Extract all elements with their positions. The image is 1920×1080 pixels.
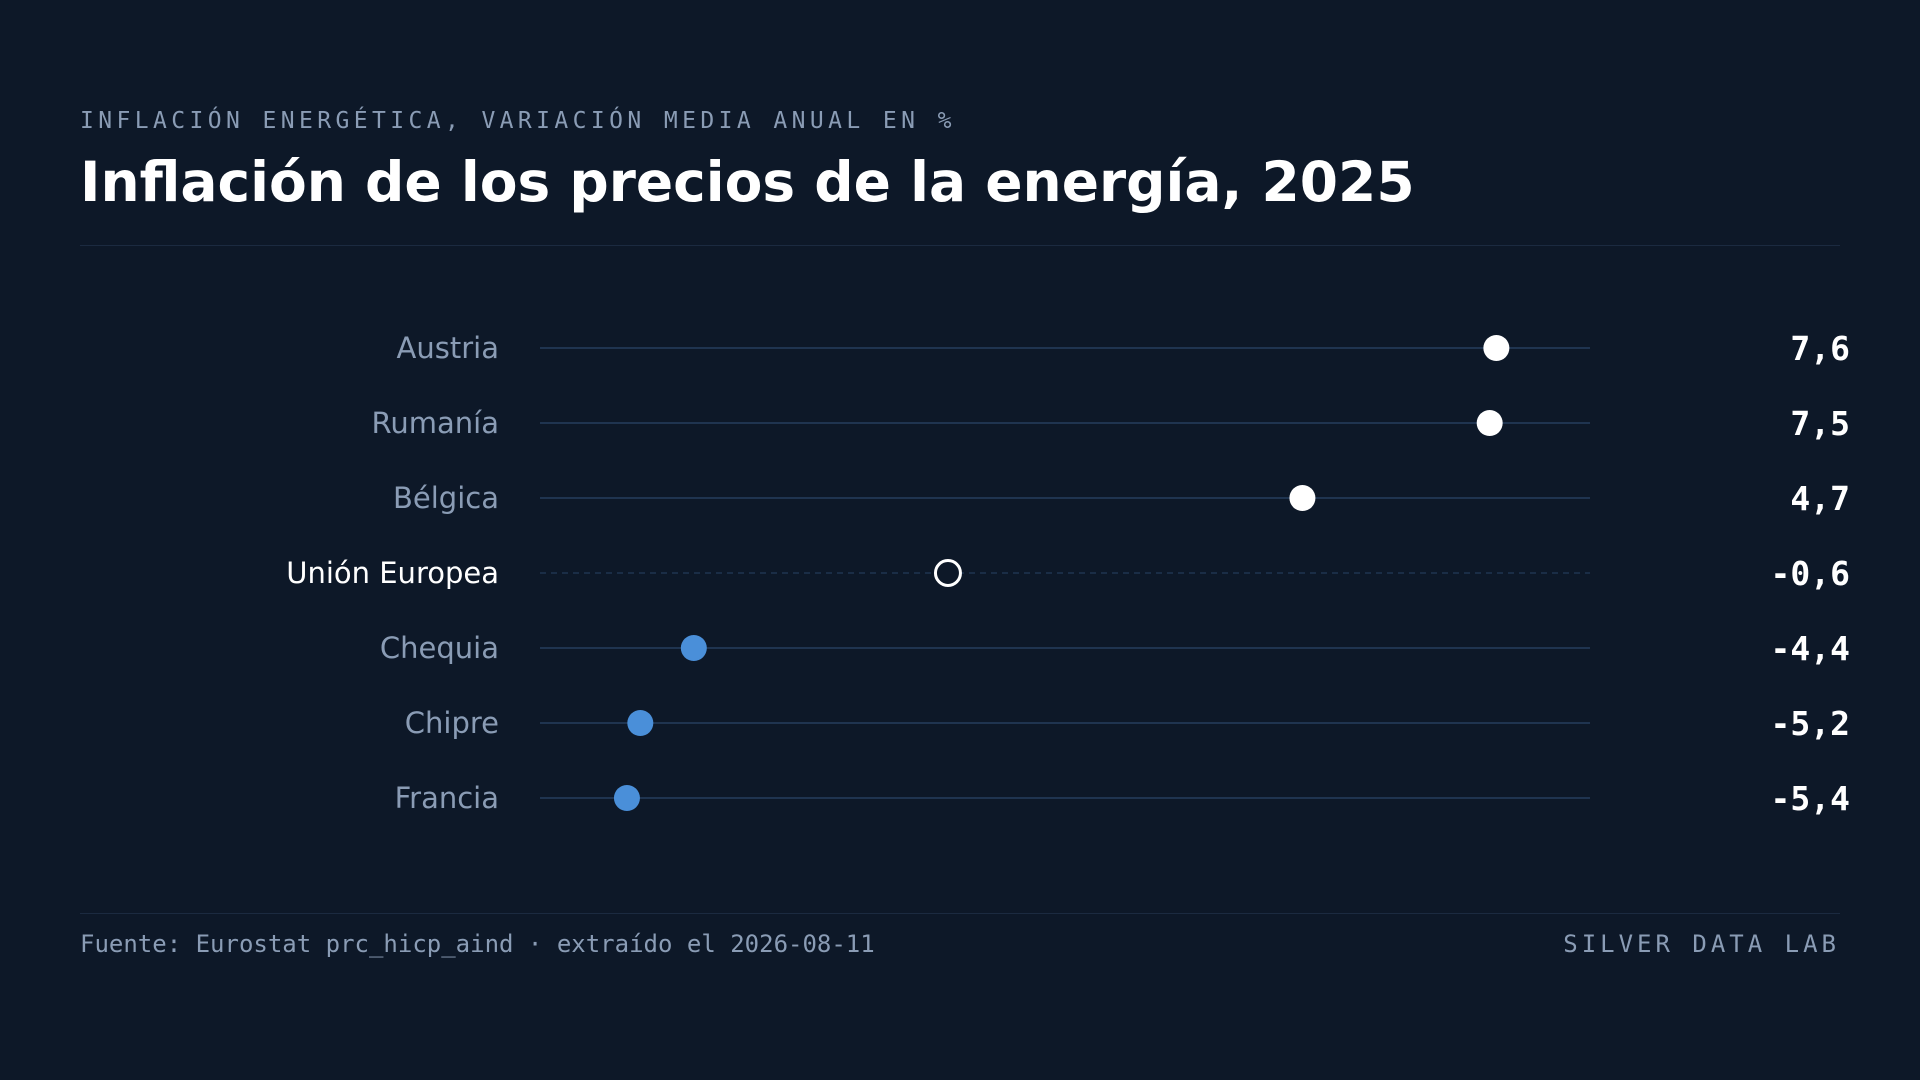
value-label: 7,5: [1790, 404, 1850, 443]
positive-dot: [1483, 335, 1510, 361]
value-label: -5,2: [1771, 704, 1850, 743]
value-label: -4,4: [1771, 629, 1850, 668]
chart-row: Austria 7,6: [397, 329, 1850, 368]
category-label: Chequia: [380, 631, 499, 665]
positive-dot: [1476, 410, 1503, 436]
category-label: Francia: [395, 781, 499, 815]
negative-dot: [613, 785, 640, 811]
footer-divider: [80, 913, 1840, 914]
value-label: 7,6: [1790, 329, 1850, 368]
chart-row: Chequia -4,4: [380, 629, 1850, 668]
header-divider: [80, 245, 1840, 246]
category-label: Chipre: [405, 706, 499, 740]
source-note: Fuente: Eurostat prc_hicp_aind · extraíd…: [80, 930, 875, 958]
negative-dot: [627, 710, 654, 736]
value-label: 4,7: [1790, 479, 1850, 518]
brand-label: SILVER DATA LAB: [1563, 930, 1840, 958]
chart-row: Bélgica 4,7: [393, 479, 1850, 518]
chart-row: Rumanía 7,5: [372, 404, 1850, 443]
positive-dot: [1289, 485, 1316, 511]
value-label: -0,6: [1771, 554, 1850, 593]
chart-subtitle: INFLACIÓN ENERGÉTICA, VARIACIÓN MEDIA AN…: [80, 108, 956, 134]
chart-title: Inflación de los precios de la energía, …: [80, 150, 1415, 214]
highlight-dot: [933, 559, 962, 587]
value-label: -5,4: [1771, 779, 1850, 818]
category-label: Rumanía: [372, 406, 499, 440]
negative-dot: [680, 635, 707, 661]
chart-row: Unión Europea -0,6: [286, 554, 1850, 593]
category-label: Bélgica: [393, 481, 499, 515]
chart-row: Francia -5,4: [395, 779, 1850, 818]
category-label: Unión Europea: [286, 556, 499, 590]
chart-row: Chipre -5,2: [405, 704, 1850, 743]
category-label: Austria: [397, 331, 499, 365]
